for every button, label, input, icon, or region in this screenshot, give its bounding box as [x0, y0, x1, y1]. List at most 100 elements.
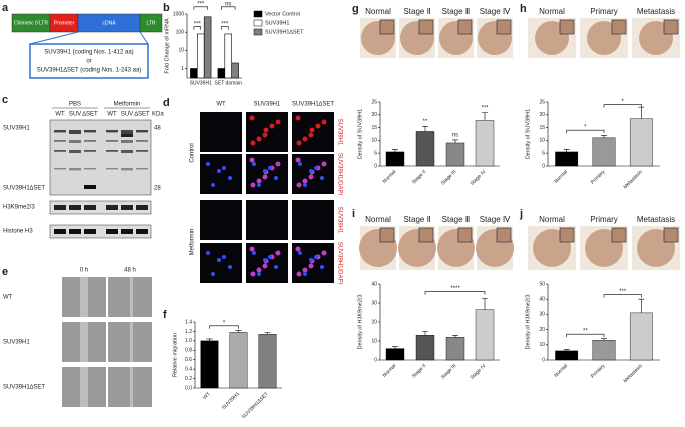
y-tick-label: 5: [374, 151, 377, 157]
legend-label: SUV39H1∆SET: [265, 29, 304, 35]
significance: ns: [225, 1, 231, 7]
label: SUV39H1/DAPI: [336, 153, 342, 196]
nucleus: [228, 176, 232, 180]
significance-bracket: [603, 294, 642, 298]
cell: [256, 178, 262, 184]
nucleus: [252, 251, 256, 255]
band: [106, 168, 118, 170]
nucleus: [228, 265, 232, 269]
nucleus: [320, 265, 324, 269]
bar: [592, 137, 616, 167]
bar: [217, 68, 226, 79]
zoom-box: [559, 19, 575, 35]
block-label: cDNA: [102, 20, 116, 26]
label: Metformin: [190, 229, 196, 256]
band: [121, 168, 133, 171]
band: [84, 168, 96, 170]
label: SUV39H1∆SET: [3, 185, 45, 192]
label: SUV39H1: [336, 207, 342, 234]
significance-bracket: [193, 6, 208, 10]
significance: **: [423, 119, 428, 125]
y-tick-label: 25: [371, 99, 377, 105]
nucleus: [274, 265, 278, 269]
cell: [275, 250, 281, 256]
nucleus: [257, 272, 261, 276]
panel-letter: c: [2, 94, 8, 106]
significance: ns: [452, 132, 458, 138]
block-label: Chimeric 5'LTR: [14, 20, 48, 26]
nucleus: [303, 272, 307, 276]
label: WT: [216, 102, 226, 108]
micrograph: [246, 200, 288, 240]
y-tick-label: 0: [374, 357, 377, 363]
cell: [275, 161, 281, 167]
y-axis-label: Density of H3K9me2/3: [525, 294, 531, 349]
lane-label: ∆SET: [82, 111, 98, 118]
band: [69, 130, 81, 134]
label: 0 h: [80, 268, 88, 274]
error-bar: [235, 330, 242, 333]
bar: [475, 309, 495, 361]
bar: [203, 16, 212, 79]
band: [54, 150, 66, 152]
lane-label: SUV: [121, 112, 133, 118]
band: [69, 150, 81, 153]
label: PBS: [69, 102, 81, 108]
zoom-box: [611, 227, 627, 243]
insert-text: SUV39H1 (coding Nos. 1-412 aa): [44, 50, 133, 56]
cell: [308, 132, 314, 138]
cell: [295, 157, 301, 163]
panel-letter: e: [2, 266, 8, 278]
band: [106, 140, 118, 142]
scratch-gap: [130, 367, 133, 407]
y-axis-label: Density of H3K9me2/3: [357, 294, 363, 349]
cell: [296, 182, 302, 188]
y-tick-label: 10: [178, 48, 184, 54]
zoom-box: [496, 227, 512, 243]
label: SUV39H1∆SET: [3, 384, 45, 391]
label: SUV39H1/DAPI: [336, 242, 342, 285]
bar: [445, 337, 465, 361]
significance-bracket: [193, 26, 202, 30]
error-bar: [638, 106, 645, 119]
bar: [197, 33, 205, 79]
error-bar: [638, 298, 645, 313]
y-tick-label: 1.0: [185, 338, 192, 344]
error-bar: [392, 149, 398, 152]
band: [84, 205, 96, 210]
y-tick-label: 10: [539, 138, 545, 144]
label: Metformin: [114, 102, 141, 108]
connector: [29, 31, 79, 45]
significance-bracket: [566, 333, 605, 338]
band: [54, 229, 66, 234]
x-tick-label: SUV39H1: [190, 80, 212, 86]
bar: [229, 332, 248, 389]
error-bar: [422, 126, 428, 132]
cell: [302, 178, 308, 184]
band: [69, 229, 81, 234]
y-tick-label: 0.6: [185, 357, 192, 363]
bar: [555, 350, 579, 361]
bar: [475, 120, 495, 167]
blot: [49, 224, 152, 239]
y-tick-label: 15: [371, 125, 377, 131]
y-tick-label: 0.2: [185, 376, 192, 382]
significance-bracket: [221, 26, 229, 30]
bar: [445, 142, 465, 167]
band: [84, 229, 96, 234]
zoom-box: [379, 19, 395, 35]
lane-label: SUV: [69, 112, 81, 118]
band: [69, 168, 81, 171]
bar: [190, 68, 198, 79]
error-bar: [482, 297, 488, 310]
cell: [315, 123, 321, 129]
image-label: Normal: [365, 7, 391, 16]
nucleus: [222, 255, 226, 259]
significance: *: [621, 99, 624, 105]
cell: [249, 157, 255, 163]
marker-label: 28: [154, 186, 161, 192]
zoom-box: [457, 19, 473, 35]
panel-letter: i: [352, 208, 355, 220]
nucleus: [257, 183, 261, 187]
x-tick-label: WT: [202, 391, 212, 401]
